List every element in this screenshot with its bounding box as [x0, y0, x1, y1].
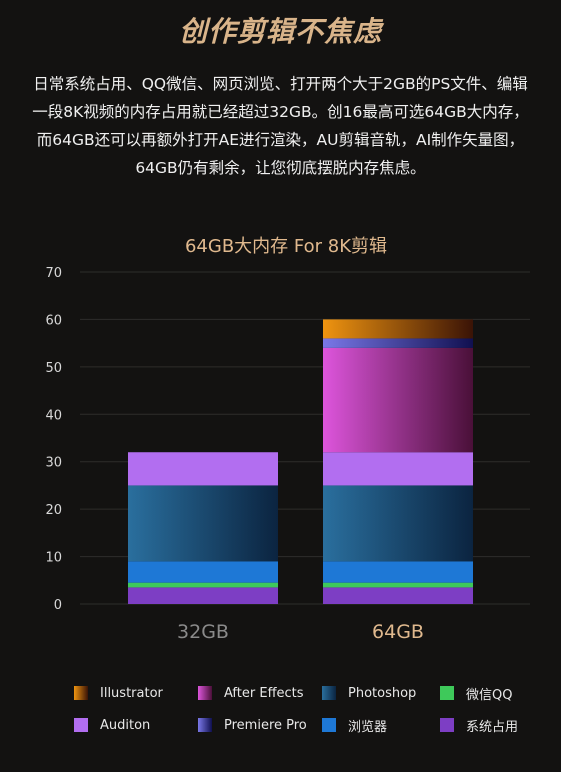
bar-segment: [323, 452, 473, 486]
bar-segment: [323, 485, 473, 562]
legend-label: Premiere Pro: [224, 717, 307, 733]
y-tick-label: 70: [45, 266, 62, 281]
legend-swatch: [198, 686, 212, 700]
y-tick-label: 50: [45, 361, 62, 376]
bar-segment: [128, 582, 278, 588]
legend-item: 浏览器: [322, 716, 440, 735]
legend-item: Auditon: [74, 716, 198, 734]
bar-segment: [323, 587, 473, 604]
legend-label: Photoshop: [348, 685, 417, 701]
legend-swatch: [440, 686, 454, 700]
bar-segment: [323, 347, 473, 453]
legend-swatch: [440, 718, 454, 732]
legend-item: Photoshop: [322, 684, 440, 702]
y-tick-label: 10: [45, 551, 62, 566]
intro-paragraph: 日常系统占用、QQ微信、网页浏览、打开两个大于2GB的PS文件、编辑 一段8K视…: [14, 70, 547, 182]
chart-title: 64GB大内存 For 8K剪辑: [185, 236, 387, 257]
legend-item: 微信QQ: [440, 684, 540, 703]
bar-segment: [323, 338, 473, 348]
paragraph-line: 一段8K视频的内存占用就已经超过32GB。创16最高可选64GB大内存，: [32, 103, 529, 121]
x-category-label: 32GB: [177, 621, 229, 643]
legend-label: 系统占用: [466, 719, 519, 735]
chart-legend: Illustrator After Effects Photoshop 微信QQ Aud…: [74, 684, 544, 735]
paragraph-line: 而64GB还可以再额外打开AE进行渲染，AU剪辑音轨，AI制作矢量图，: [36, 131, 525, 149]
paragraph-line: 日常系统占用、QQ微信、网页浏览、打开两个大于2GB的PS文件、编辑: [33, 75, 528, 93]
legend-label: After Effects: [224, 685, 304, 701]
memory-stacked-bar-chart: 64GB大内存 For 8K剪辑 0 10 20 30 40 50 60 70 32GB 64G…: [45, 236, 530, 643]
bar-segment: [323, 319, 473, 339]
bar-segment: [128, 485, 278, 562]
y-tick-label: 60: [45, 313, 62, 328]
y-tick-label: 40: [45, 408, 62, 423]
chart-bars: [128, 319, 473, 604]
legend-swatch: [74, 686, 88, 700]
paragraph-line: 64GB仍有剩余，让您彻底摆脱内存焦虑。: [135, 159, 426, 177]
legend-swatch: [198, 718, 212, 732]
legend-label: 浏览器: [348, 719, 388, 735]
legend-item: 系统占用: [440, 716, 540, 735]
legend-swatch: [322, 686, 336, 700]
legend-label: 微信QQ: [466, 687, 513, 703]
legend-swatch: [322, 718, 336, 732]
y-tick-label: 0: [54, 598, 62, 613]
bar-segment: [128, 561, 278, 583]
bar-segment: [323, 582, 473, 588]
legend-item: After Effects: [198, 684, 322, 702]
legend-item: Premiere Pro: [198, 716, 322, 734]
bar-segment: [128, 587, 278, 604]
page-headline: 创作剪辑不焦虑: [178, 15, 382, 48]
x-category-label: 64GB: [372, 621, 424, 643]
bar-segment: [323, 561, 473, 583]
y-tick-label: 20: [45, 503, 62, 518]
legend-swatch: [74, 718, 88, 732]
y-tick-label: 30: [45, 456, 62, 471]
y-axis-ticks: 0 10 20 30 40 50 60 70: [45, 266, 62, 613]
legend-item: Illustrator: [74, 684, 198, 702]
x-axis-labels: 32GB 64GB: [177, 621, 424, 643]
legend-label: Illustrator: [100, 685, 163, 701]
legend-label: Auditon: [100, 717, 151, 733]
bar-segment: [128, 452, 278, 486]
